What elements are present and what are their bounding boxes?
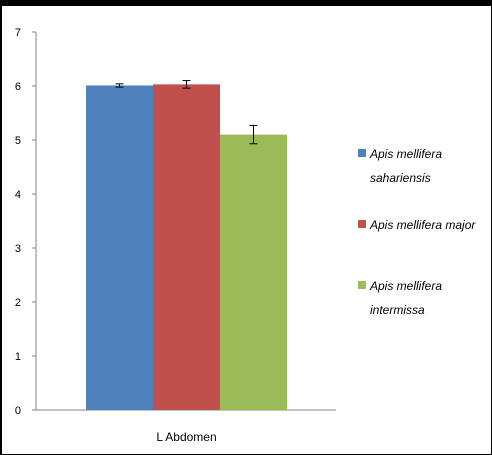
y-tick-label: 3 (15, 243, 21, 255)
bar (153, 84, 220, 410)
y-axis-ticks: 0 1 2 3 4 5 6 7 (15, 27, 36, 417)
y-tick-label: 2 (15, 297, 21, 309)
legend: Apis mellifera sahariensis Apis mellifera … (358, 147, 476, 317)
legend-label: Apis mellifera (369, 147, 442, 161)
legend-swatch (358, 220, 366, 228)
legend-swatch (358, 149, 366, 157)
y-tick-label: 7 (15, 27, 21, 39)
error-bars (115, 80, 258, 145)
y-tick-label: 0 (15, 405, 21, 417)
legend-swatch (358, 281, 366, 289)
legend-label: intermissa (370, 303, 425, 317)
top-border (0, 0, 492, 6)
y-tick-label: 5 (15, 135, 21, 147)
bar (220, 134, 287, 410)
legend-label: Apis mellifera (369, 279, 442, 293)
legend-label: Apis mellifera major (369, 218, 476, 232)
category-label: L Abdomen (156, 430, 216, 444)
bars (86, 84, 287, 411)
legend-label: sahariensis (370, 171, 431, 185)
bar (86, 85, 153, 411)
y-tick-label: 4 (15, 189, 21, 201)
y-tick-label: 6 (15, 81, 21, 93)
category-labels: L Abdomen (156, 430, 216, 444)
y-tick-label: 1 (15, 351, 21, 363)
